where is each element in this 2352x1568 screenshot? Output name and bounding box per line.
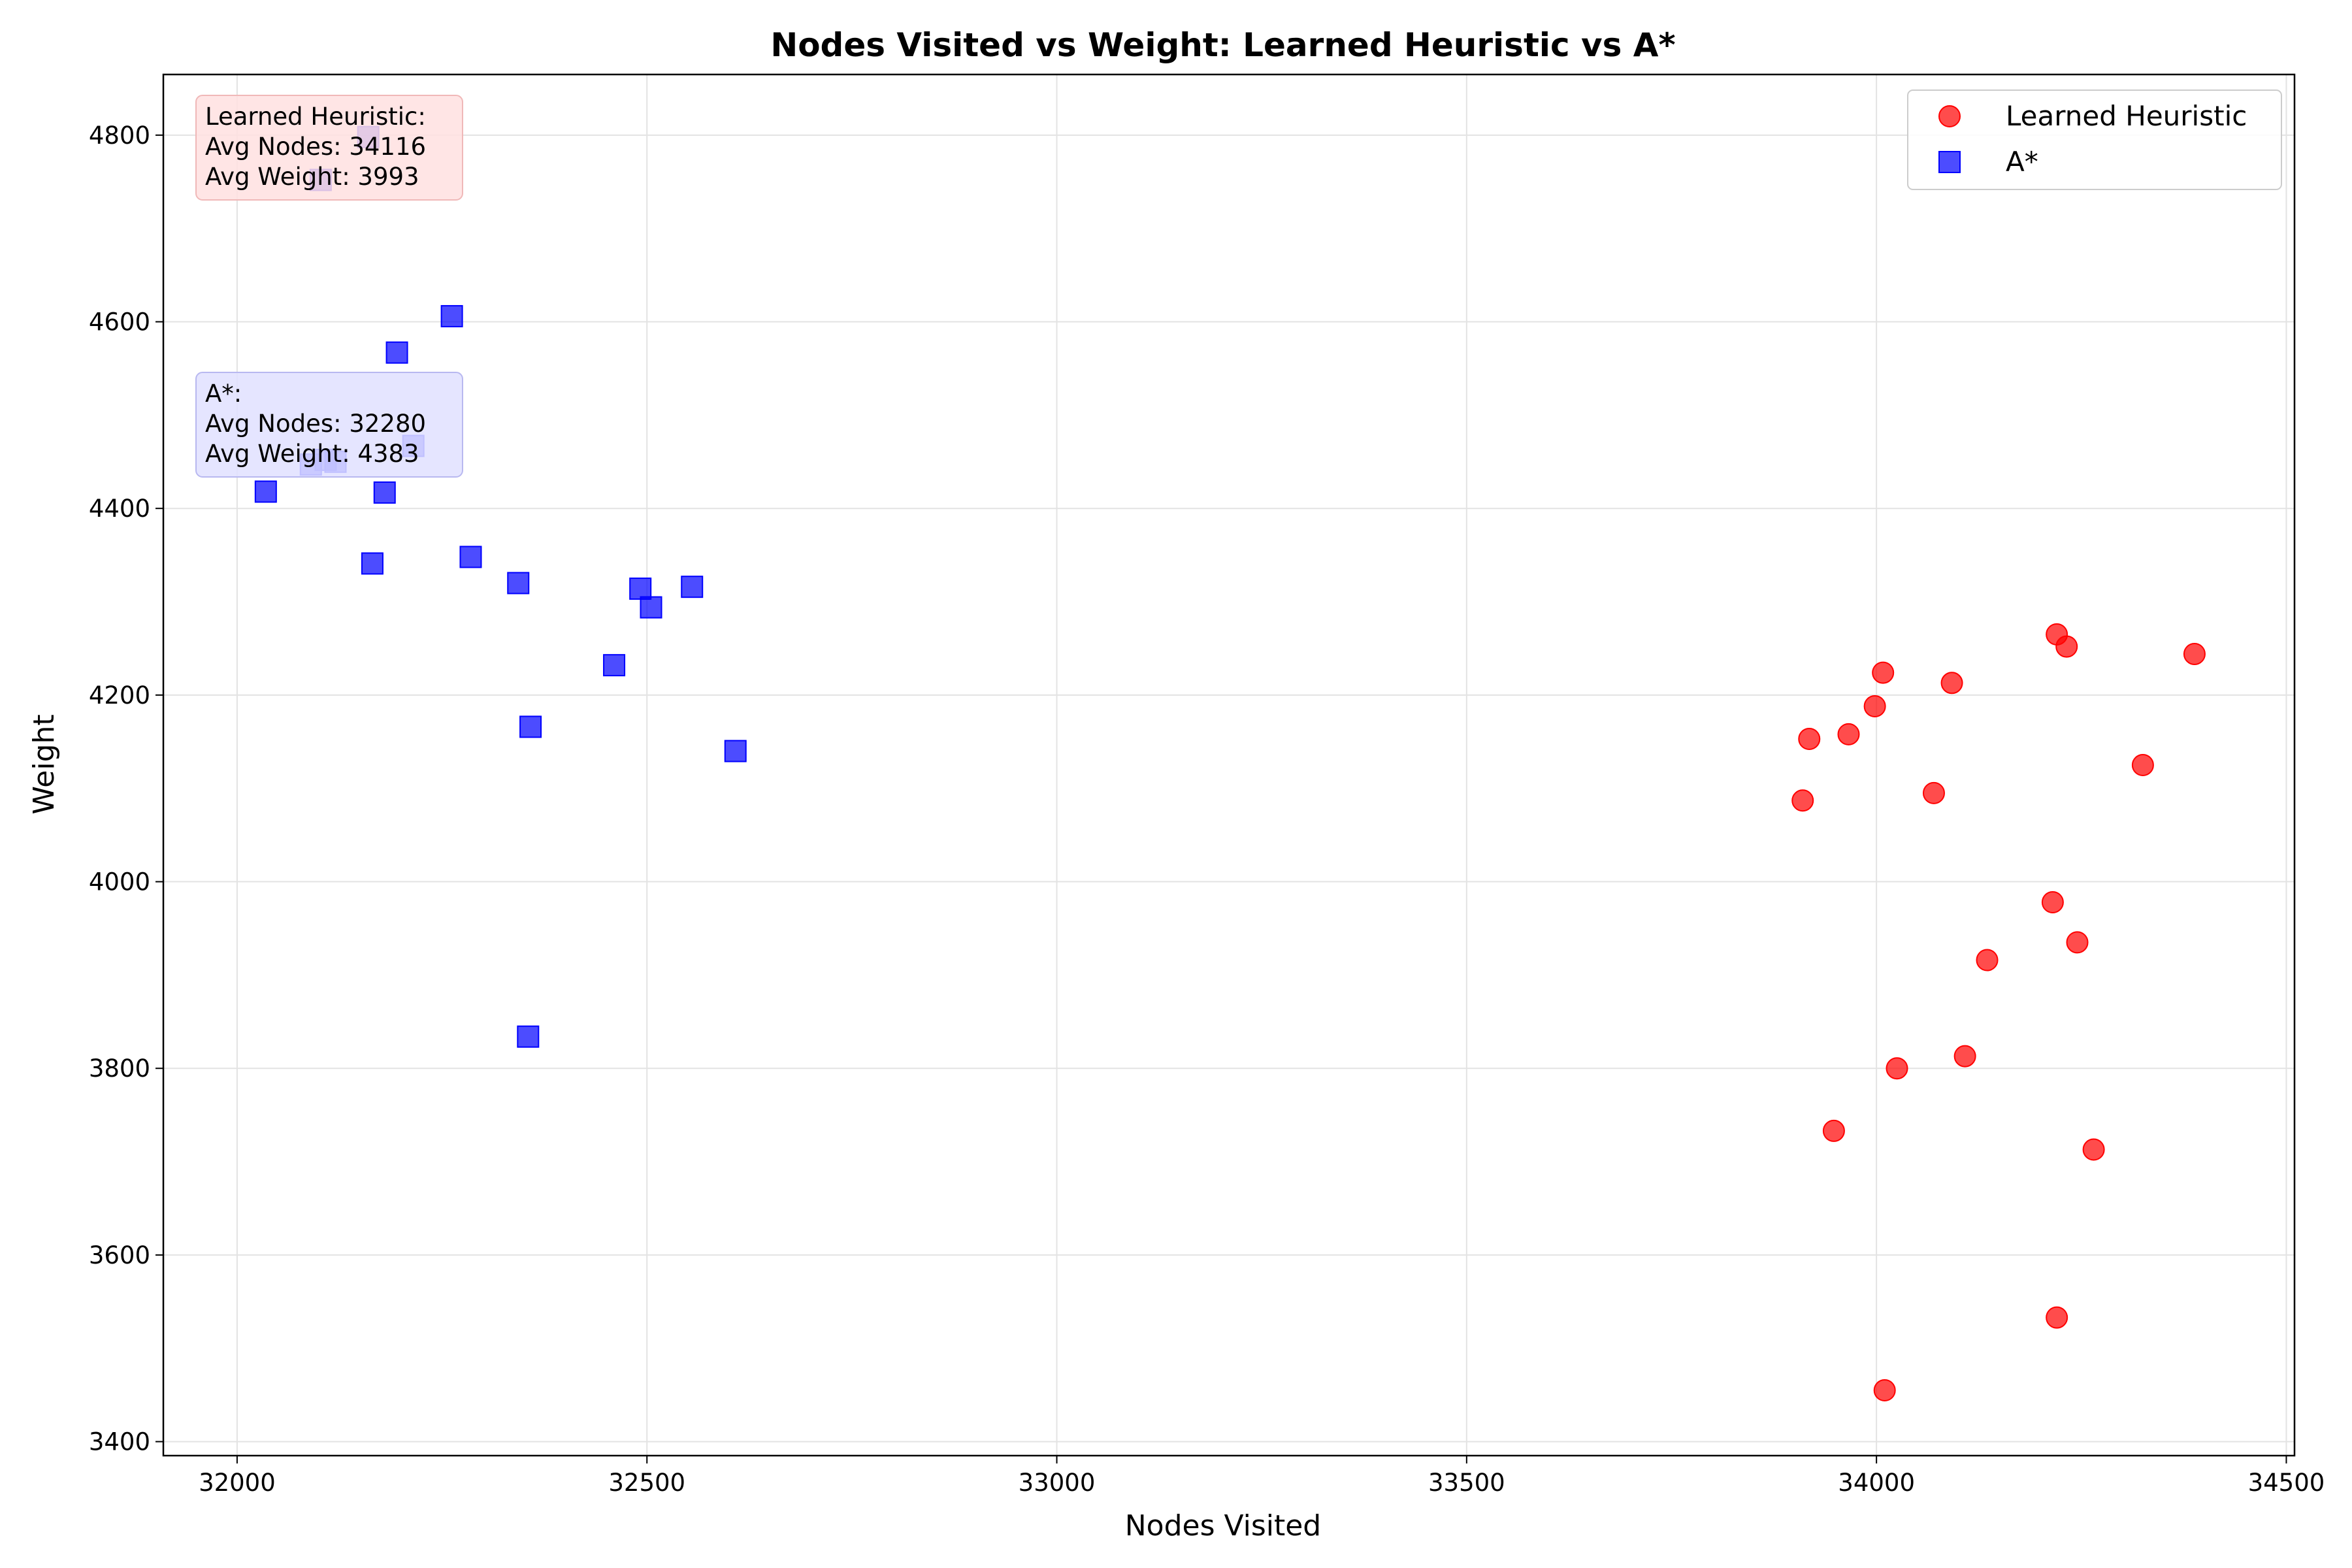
learned-heuristic-point [1873, 1379, 1896, 1402]
y-tick-label: 4600 [89, 308, 150, 336]
learned-heuristic-point [2183, 643, 2206, 666]
x-tick-label: 33000 [1019, 1469, 1096, 1497]
astar-point [361, 552, 384, 575]
x-tick-label: 34500 [2248, 1469, 2325, 1497]
legend-label: Learned Heuristic [2006, 100, 2247, 132]
learned-heuristic-point [1976, 949, 1999, 972]
annotation-line: Avg Weight: 4383 [205, 440, 419, 468]
plot-frame [162, 73, 2296, 1457]
legend-label: A* [2006, 146, 2038, 178]
y-tick-label: 4200 [89, 681, 150, 710]
legend-marker-astar [1938, 151, 1961, 173]
astar-point [519, 715, 542, 738]
annotation-line: Avg Nodes: 32280 [205, 410, 426, 438]
x-tick-label: 32500 [608, 1469, 685, 1497]
learned-heuristic-point [1837, 723, 1860, 745]
learned-heuristic-point [2131, 754, 2154, 776]
annotation-line: Avg Weight: 3993 [205, 163, 419, 191]
axis-ticks: 32000 32500 33000 33500 34000 34500 3400 3600 38… [89, 122, 2325, 1497]
learned-heuristic-point [1886, 1057, 1908, 1080]
learned-heuristic-point [1940, 672, 1963, 694]
astar-point [385, 341, 408, 364]
y-tick-label: 3400 [89, 1428, 150, 1456]
astar-point [254, 480, 277, 503]
y-tick-label: 4400 [89, 495, 150, 523]
learned-heuristic-point [2046, 1306, 2068, 1329]
astar-point [459, 546, 482, 568]
data-points [254, 125, 2206, 1402]
astar-point [373, 481, 396, 504]
chart-title: Nodes Visited vs Weight: Learned Heurist… [770, 26, 1675, 64]
learned-heuristic-point [2082, 1138, 2105, 1161]
learned-heuristic-point [2066, 931, 2089, 954]
y-tick-label: 4800 [89, 122, 150, 150]
learned-heuristic-point [2041, 890, 2064, 913]
astar-point [440, 304, 463, 327]
learned-heuristic-point [1798, 728, 1821, 751]
astar-point [517, 1025, 540, 1048]
y-axis-label: Weight [27, 714, 61, 814]
annotation-line: Avg Nodes: 34116 [205, 133, 426, 161]
learned-heuristic-point [1922, 781, 1945, 804]
learned-heuristic-point [2055, 635, 2078, 658]
x-tick-label: 32000 [199, 1469, 276, 1497]
legend-box [1907, 90, 2282, 190]
astar-point [603, 654, 626, 677]
annotation-background [195, 95, 463, 201]
y-tick-label: 4000 [89, 868, 150, 896]
y-tick-label: 3600 [89, 1241, 150, 1269]
legend-marker-learned-heuristic [1938, 105, 1961, 127]
astar-point [507, 572, 530, 595]
astar-point [629, 578, 652, 600]
x-tick-label: 34000 [1838, 1469, 1915, 1497]
x-axis-label: Nodes Visited [1125, 1509, 1322, 1543]
astar-point [724, 740, 747, 762]
annotation-line: A*: [205, 380, 242, 408]
astar-point [681, 576, 704, 598]
learned-heuristic-point [1863, 695, 1886, 718]
annotation-line: Learned Heuristic: [205, 103, 426, 131]
y-tick-label: 3800 [89, 1054, 150, 1083]
astar-point [640, 596, 662, 619]
x-tick-label: 33500 [1428, 1469, 1505, 1497]
learned-heuristic-point [1953, 1045, 1976, 1068]
learned-heuristic-point [1872, 661, 1895, 684]
annotation-background [195, 372, 463, 478]
learned-heuristic-point [1791, 789, 1814, 812]
learned-heuristic-point [1822, 1119, 1845, 1142]
legend: Learned Heuristic A* [1907, 90, 2282, 190]
